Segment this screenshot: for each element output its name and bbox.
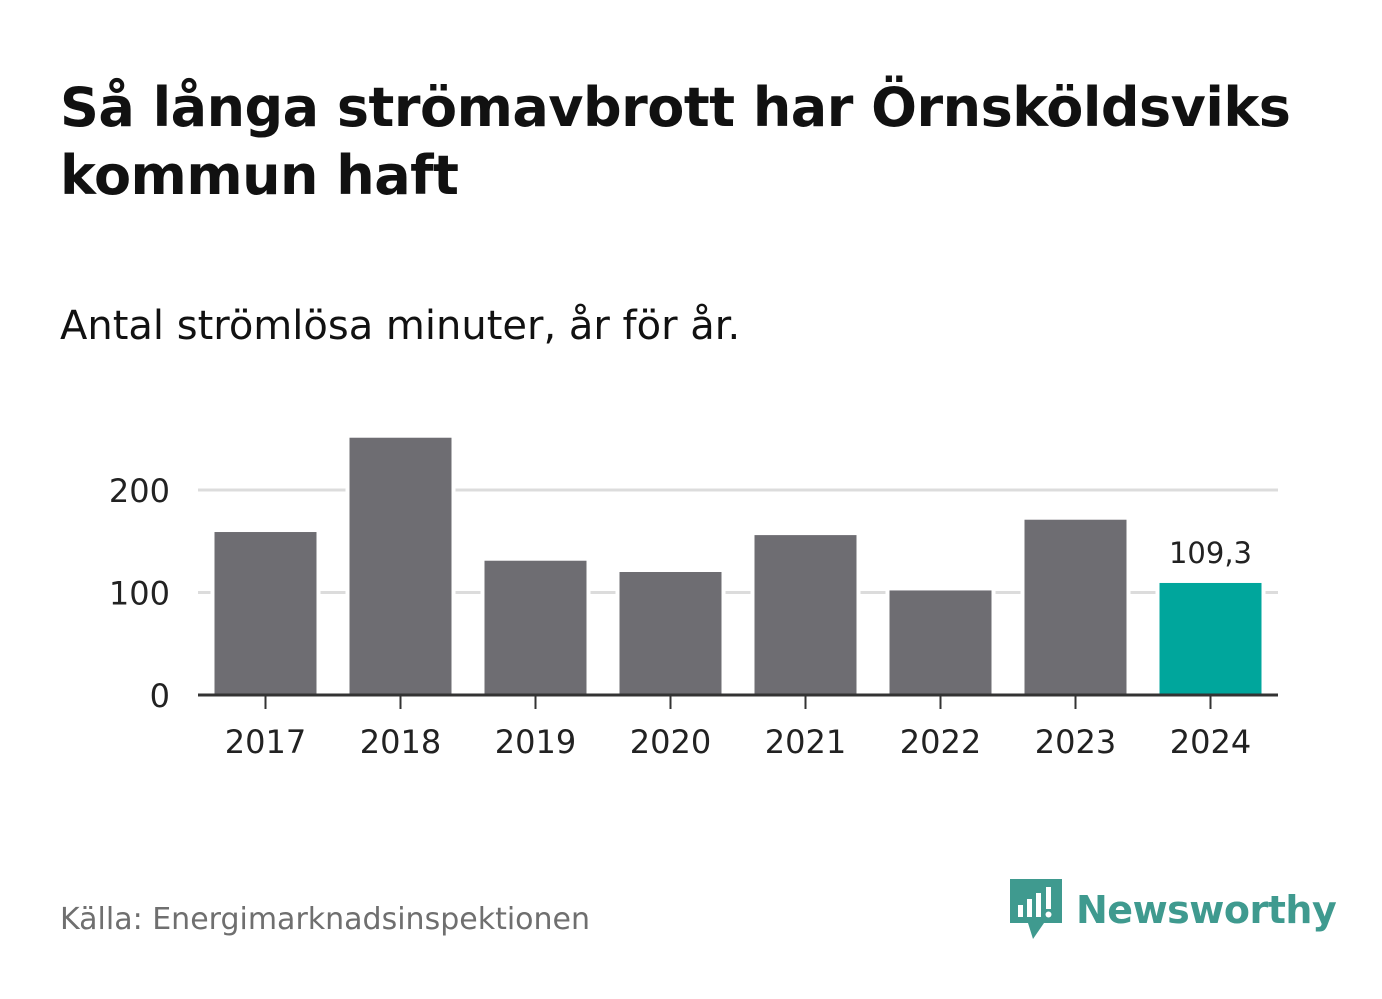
- bar-2024: [1159, 582, 1262, 695]
- logo-dot: [1045, 911, 1052, 918]
- x-tick-label: 2023: [1035, 723, 1116, 761]
- y-tick-label: 100: [109, 575, 170, 613]
- x-axis: [198, 693, 1278, 709]
- labels: 0 100 200 2017 2018 2019 2020 2021 2022 2023 2024 1…: [109, 472, 1252, 761]
- x-tick-label: 2021: [765, 723, 846, 761]
- brand-name: Newsworthy: [1076, 888, 1337, 932]
- x-tick-label: 2018: [360, 723, 441, 761]
- bar-2023: [1024, 519, 1127, 695]
- y-tick-label: 200: [109, 472, 170, 510]
- bar-2020: [619, 572, 722, 695]
- bar-2019: [484, 560, 587, 695]
- chart-title: Så långa strömavbrott har Örnsköldsviks …: [60, 76, 1291, 207]
- x-tick-label: 2022: [900, 723, 981, 761]
- bar-2018: [349, 437, 452, 695]
- chart-subtitle: Antal strömlösa minuter, år för år.: [60, 303, 741, 349]
- logo-bar: [1018, 905, 1023, 917]
- x-tick-label: 2019: [495, 723, 576, 761]
- bar-2022: [889, 590, 992, 695]
- bars: [210, 433, 1266, 695]
- bar-2021: [754, 535, 857, 695]
- logo-bar: [1046, 887, 1051, 909]
- logo-bar: [1027, 899, 1032, 917]
- x-tick-label: 2020: [630, 723, 711, 761]
- bar-2017: [214, 532, 317, 695]
- brand: Newsworthy: [1010, 878, 1337, 942]
- data-label-2024: 109,3: [1169, 536, 1252, 570]
- y-tick-label: 0: [150, 677, 170, 715]
- bar-chart-speech-bubble-icon: [1010, 879, 1062, 939]
- x-tick-label: 2017: [225, 723, 306, 761]
- x-tick-label: 2024: [1170, 723, 1251, 761]
- bar-chart: 0 100 200 2017 2018 2019 2020 2021 2022 2023 2024 1…: [108, 433, 1278, 761]
- logo-bar: [1036, 893, 1041, 917]
- source-note: Källa: Energimarknadsinspektionen: [60, 902, 591, 937]
